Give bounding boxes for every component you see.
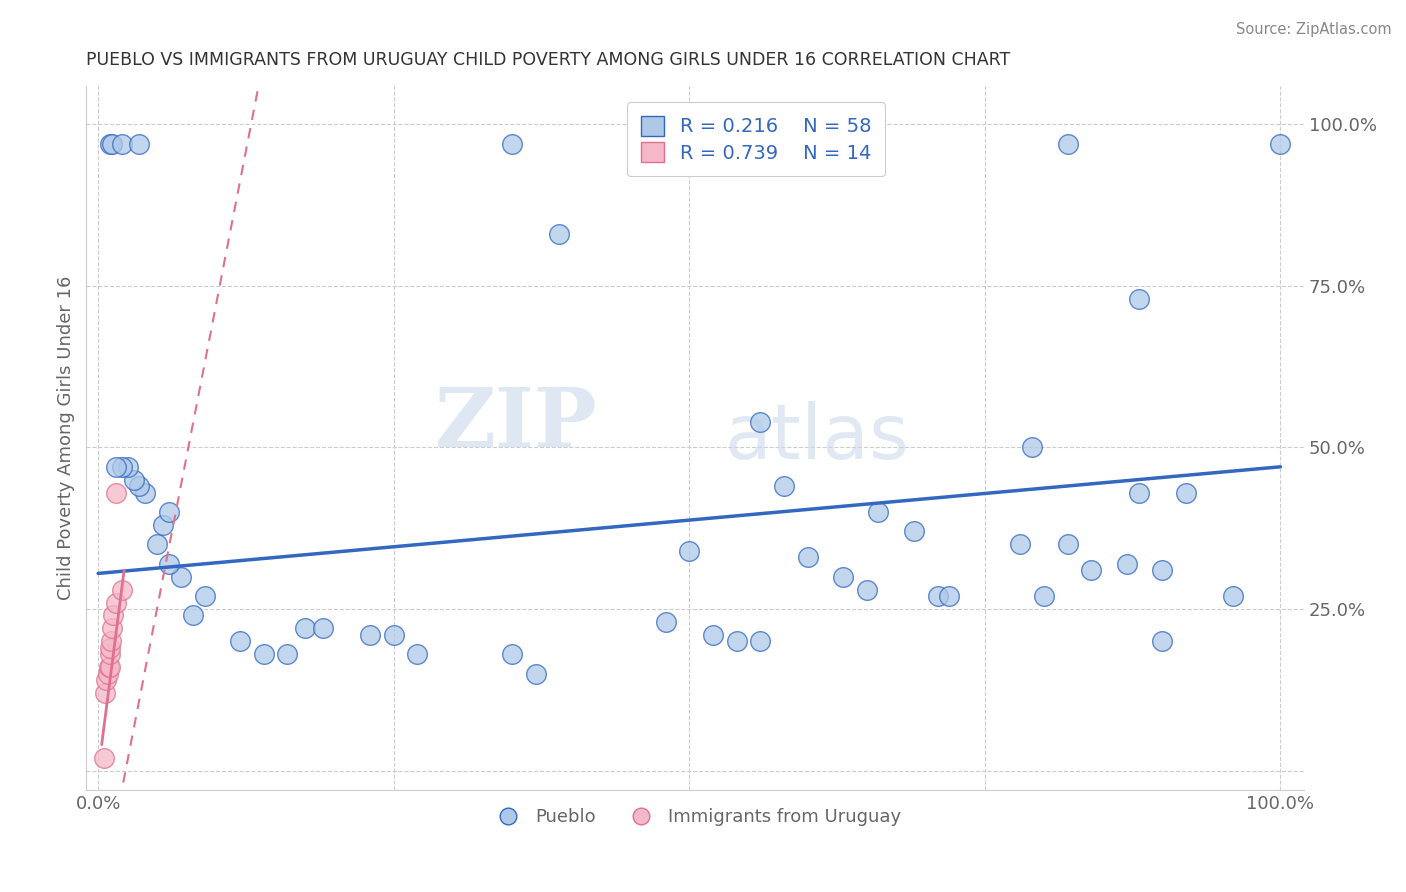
Point: [1152, 563, 1174, 577]
Point: [97, 660, 120, 674]
Point: [157, 505, 180, 519]
Text: Source: ZipAtlas.com: Source: ZipAtlas.com: [1236, 22, 1392, 37]
Point: [1128, 292, 1150, 306]
Legend: Pueblo, Immigrants from Uruguay: Pueblo, Immigrants from Uruguay: [482, 801, 908, 834]
Point: [229, 634, 252, 648]
Point: [103, 608, 125, 623]
Point: [749, 415, 772, 429]
Point: [1080, 563, 1102, 577]
Point: [101, 136, 124, 151]
Point: [654, 615, 676, 629]
Point: [193, 589, 215, 603]
Point: [128, 479, 150, 493]
Point: [253, 647, 276, 661]
Point: [104, 459, 127, 474]
Point: [1033, 589, 1056, 603]
Point: [101, 621, 124, 635]
Point: [927, 589, 949, 603]
Point: [93, 750, 115, 764]
Point: [181, 608, 204, 623]
Point: [1222, 589, 1244, 603]
Point: [702, 628, 724, 642]
Point: [134, 485, 156, 500]
Point: [1115, 557, 1137, 571]
Point: [868, 505, 890, 519]
Point: [97, 666, 120, 681]
Point: [548, 227, 571, 241]
Point: [749, 634, 772, 648]
Point: [312, 621, 335, 635]
Point: [104, 595, 127, 609]
Point: [359, 628, 381, 642]
Point: [938, 589, 960, 603]
Point: [773, 479, 796, 493]
Point: [1056, 136, 1078, 151]
Y-axis label: Child Poverty Among Girls Under 16: Child Poverty Among Girls Under 16: [58, 276, 75, 600]
Point: [524, 666, 547, 681]
Point: [122, 473, 145, 487]
Point: [117, 459, 139, 474]
Point: [157, 557, 180, 571]
Point: [98, 660, 121, 674]
Point: [820, 136, 842, 151]
Point: [98, 136, 121, 151]
Point: [128, 136, 150, 151]
Text: ZIP: ZIP: [434, 384, 598, 464]
Text: PUEBLO VS IMMIGRANTS FROM URUGUAY CHILD POVERTY AMONG GIRLS UNDER 16 CORRELATION: PUEBLO VS IMMIGRANTS FROM URUGUAY CHILD …: [86, 51, 1011, 69]
Point: [96, 673, 118, 687]
Point: [94, 686, 117, 700]
Point: [725, 634, 748, 648]
Point: [294, 621, 316, 635]
Point: [146, 537, 169, 551]
Point: [1021, 441, 1043, 455]
Point: [855, 582, 877, 597]
Text: atlas: atlas: [724, 401, 910, 475]
Point: [111, 459, 134, 474]
Point: [1152, 634, 1174, 648]
Point: [406, 647, 429, 661]
Point: [152, 518, 174, 533]
Point: [832, 569, 855, 583]
Point: [170, 569, 193, 583]
Point: [98, 640, 121, 655]
Point: [678, 543, 700, 558]
Point: [382, 628, 405, 642]
Point: [501, 136, 523, 151]
Point: [100, 634, 122, 648]
Point: [1128, 485, 1150, 500]
Point: [1056, 537, 1078, 551]
Point: [1174, 485, 1197, 500]
Point: [111, 136, 134, 151]
Point: [104, 485, 127, 500]
Point: [1270, 136, 1292, 151]
Point: [796, 550, 818, 565]
Point: [501, 647, 523, 661]
Point: [111, 582, 134, 597]
Point: [903, 524, 925, 539]
Point: [276, 647, 298, 661]
Point: [1010, 537, 1032, 551]
Point: [98, 647, 121, 661]
